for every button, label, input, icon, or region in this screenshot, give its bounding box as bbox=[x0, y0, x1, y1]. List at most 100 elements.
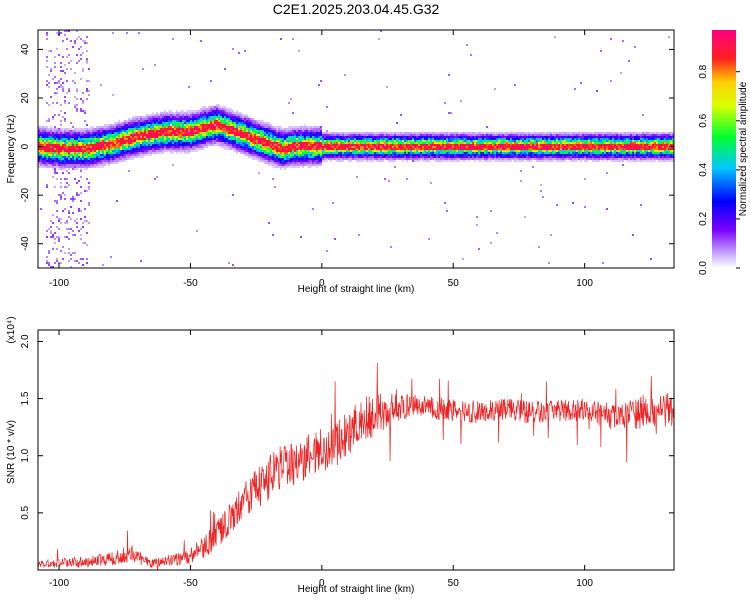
heatmap-cell bbox=[508, 134, 510, 136]
heatmap-cell bbox=[330, 132, 332, 134]
heatmap-cell bbox=[274, 164, 276, 166]
heatmap-cell bbox=[412, 156, 414, 158]
heatmap-cell bbox=[332, 134, 334, 136]
heatmap-cell bbox=[66, 182, 68, 184]
heatmap-cell bbox=[96, 164, 98, 166]
heatmap-cell bbox=[84, 140, 86, 142]
heatmap-cell bbox=[178, 134, 180, 136]
heatmap-cell bbox=[440, 152, 442, 154]
heatmap-cell bbox=[510, 158, 512, 160]
heatmap-cell bbox=[68, 172, 70, 174]
heatmap-cell bbox=[352, 142, 354, 144]
heatmap-cell bbox=[132, 158, 134, 160]
heatmap-cell bbox=[60, 164, 62, 166]
heatmap-cell bbox=[466, 154, 468, 156]
heatmap-cell bbox=[72, 132, 74, 134]
heatmap-cell bbox=[318, 148, 320, 150]
heatmap-cell bbox=[244, 140, 246, 142]
heatmap-cell bbox=[310, 136, 312, 138]
heatmap-cell bbox=[58, 132, 60, 134]
heatmap-cell bbox=[214, 116, 216, 118]
heatmap-cell bbox=[280, 38, 282, 40]
heatmap-cell bbox=[196, 116, 198, 118]
heatmap-cell bbox=[478, 144, 480, 146]
heatmap-cell bbox=[372, 156, 374, 158]
heatmap-cell bbox=[272, 234, 274, 236]
heatmap-cell bbox=[310, 144, 312, 146]
heatmap-cell bbox=[66, 236, 68, 238]
heatmap-cell bbox=[182, 120, 184, 122]
heatmap-cell bbox=[126, 122, 128, 124]
heatmap-cell bbox=[306, 138, 308, 140]
heatmap-cell bbox=[382, 142, 384, 144]
heatmap-cell bbox=[242, 122, 244, 124]
heatmap-cell bbox=[534, 148, 536, 150]
heatmap-cell bbox=[206, 116, 208, 118]
heatmap-cell bbox=[490, 158, 492, 160]
heatmap-cell bbox=[40, 150, 42, 152]
heatmap-cell bbox=[206, 144, 208, 146]
heatmap-cell bbox=[488, 146, 490, 148]
heatmap-cell bbox=[500, 148, 502, 150]
heatmap-cell bbox=[518, 140, 520, 142]
heatmap-cell bbox=[152, 138, 154, 140]
heatmap-cell bbox=[262, 156, 264, 158]
heatmap-cell bbox=[282, 140, 284, 142]
heatmap-cell bbox=[114, 154, 116, 156]
heatmap-cell bbox=[322, 148, 324, 150]
heatmap-cell bbox=[336, 152, 338, 154]
heatmap-cell bbox=[356, 140, 358, 142]
heatmap-cell bbox=[70, 150, 72, 152]
heatmap-cell bbox=[396, 150, 398, 152]
heatmap-cell bbox=[400, 114, 402, 116]
heatmap-cell bbox=[358, 152, 360, 154]
heatmap-cell bbox=[428, 142, 430, 144]
heatmap-cell bbox=[540, 138, 542, 140]
heatmap-cell bbox=[490, 142, 492, 144]
heatmap-cell bbox=[86, 160, 88, 162]
heatmap-cell bbox=[96, 166, 98, 168]
heatmap-cell bbox=[238, 148, 240, 150]
heatmap-cell bbox=[200, 124, 202, 126]
heatmap-cell bbox=[216, 114, 218, 116]
heatmap-cell bbox=[446, 156, 448, 158]
heatmap-cell bbox=[94, 136, 96, 138]
heatmap-cell bbox=[244, 116, 246, 118]
heatmap-cell bbox=[482, 152, 484, 154]
heatmap-cell bbox=[124, 150, 126, 152]
heatmap-cell bbox=[224, 134, 226, 136]
heatmap-cell bbox=[342, 158, 344, 160]
heatmap-cell bbox=[354, 158, 356, 160]
heatmap-cell bbox=[334, 138, 336, 140]
heatmap-cell bbox=[332, 132, 334, 134]
heatmap-cell bbox=[106, 124, 108, 126]
heatmap-cell bbox=[228, 130, 230, 132]
heatmap-cell bbox=[266, 146, 268, 148]
heatmap-cell bbox=[284, 146, 286, 148]
heatmap-cell bbox=[208, 114, 210, 116]
heatmap-cell bbox=[86, 168, 88, 170]
heatmap-cell bbox=[444, 148, 446, 150]
heatmap-cell bbox=[160, 152, 162, 154]
heatmap-cell bbox=[366, 160, 368, 162]
heatmap-cell bbox=[244, 152, 246, 154]
heatmap-cell bbox=[54, 170, 56, 172]
heatmap-cell bbox=[132, 130, 134, 132]
heatmap-cell bbox=[74, 168, 76, 170]
heatmap-cell bbox=[444, 144, 446, 146]
heatmap-cell bbox=[384, 136, 386, 138]
heatmap-cell bbox=[458, 146, 460, 148]
heatmap-cell bbox=[408, 146, 410, 148]
heatmap-cell bbox=[74, 42, 76, 44]
heatmap-cell bbox=[60, 120, 62, 122]
heatmap-cell bbox=[304, 126, 306, 128]
heatmap-cell bbox=[212, 134, 214, 136]
heatmap-cell bbox=[380, 152, 382, 154]
heatmap-cell bbox=[312, 152, 314, 154]
heatmap-cell bbox=[46, 150, 48, 152]
heatmap-cell bbox=[150, 154, 152, 156]
heatmap-cell bbox=[348, 142, 350, 144]
heatmap-cell bbox=[262, 128, 264, 130]
heatmap-cell bbox=[498, 134, 500, 136]
heatmap-cell bbox=[158, 116, 160, 118]
